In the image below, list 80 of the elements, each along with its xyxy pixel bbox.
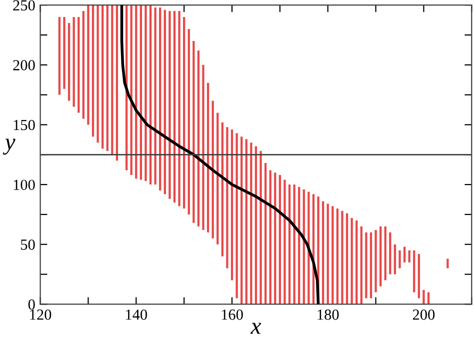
y-tick-label: 200 — [13, 60, 35, 70]
bar — [308, 192, 310, 304]
bar — [356, 220, 358, 304]
bar — [365, 232, 368, 298]
bar — [422, 290, 425, 304]
bar — [154, 7, 156, 185]
bar — [58, 17, 61, 95]
bar — [240, 136, 243, 304]
bar — [82, 11, 84, 119]
bar — [370, 232, 372, 298]
bar — [360, 226, 362, 304]
bar — [278, 174, 281, 304]
bar — [102, 5, 104, 149]
bar — [212, 100, 214, 238]
bar — [182, 17, 186, 208]
bar — [326, 204, 329, 304]
bar — [78, 17, 80, 113]
bar — [332, 206, 334, 304]
bar — [260, 151, 262, 304]
bar — [72, 17, 75, 107]
bar — [178, 11, 180, 206]
y-axis-title: y — [2, 138, 16, 155]
bar — [159, 7, 162, 191]
x-tick-label: 160 — [222, 310, 243, 320]
bar — [394, 244, 396, 274]
bar — [413, 250, 416, 292]
bar — [197, 50, 200, 226]
bar — [398, 250, 401, 268]
bar — [379, 226, 382, 286]
x-tick-label: 200 — [412, 310, 435, 320]
bar — [92, 5, 94, 137]
bar — [350, 218, 353, 304]
bar — [250, 142, 252, 304]
y-tick-label: 0 — [28, 299, 35, 310]
bar — [403, 246, 406, 262]
bar — [173, 11, 176, 202]
bar — [230, 130, 234, 280]
bar — [206, 82, 210, 232]
bar — [346, 213, 348, 304]
bar — [274, 172, 276, 304]
bar — [389, 232, 392, 274]
bar — [116, 5, 118, 161]
y-tick-label: 50 — [21, 240, 35, 250]
bar — [408, 250, 410, 262]
bar — [226, 127, 228, 268]
bar — [63, 17, 66, 89]
bar — [269, 170, 272, 304]
x-tick-label: 140 — [126, 310, 148, 320]
x-tick-label: 180 — [318, 310, 339, 320]
bar — [336, 208, 339, 304]
bar — [96, 5, 99, 143]
line-series — [120, 5, 320, 304]
bar — [106, 5, 108, 152]
bar — [418, 254, 420, 298]
y-tick-label: 250 — [13, 0, 35, 11]
bar — [202, 64, 204, 230]
bar — [164, 10, 166, 194]
bar — [446, 258, 449, 268]
bar — [135, 5, 138, 179]
bar — [111, 5, 114, 155]
x-axis-title: x — [250, 322, 262, 334]
bar — [293, 184, 296, 304]
bar — [322, 201, 324, 304]
bar — [245, 139, 248, 304]
x-tick-label: 120 — [30, 310, 52, 320]
y-tick-label: 100 — [14, 180, 35, 190]
bar — [149, 5, 152, 185]
bar — [264, 163, 267, 304]
bar — [284, 180, 286, 304]
bar — [374, 230, 377, 292]
bar — [68, 23, 70, 101]
bar — [341, 210, 344, 304]
bar — [144, 5, 147, 181]
bar — [192, 40, 195, 223]
bar — [188, 29, 190, 214]
bar — [168, 11, 171, 199]
bar — [384, 226, 386, 280]
bar — [236, 133, 238, 298]
y-tick-label: 150 — [14, 120, 35, 130]
bar — [87, 5, 90, 125]
